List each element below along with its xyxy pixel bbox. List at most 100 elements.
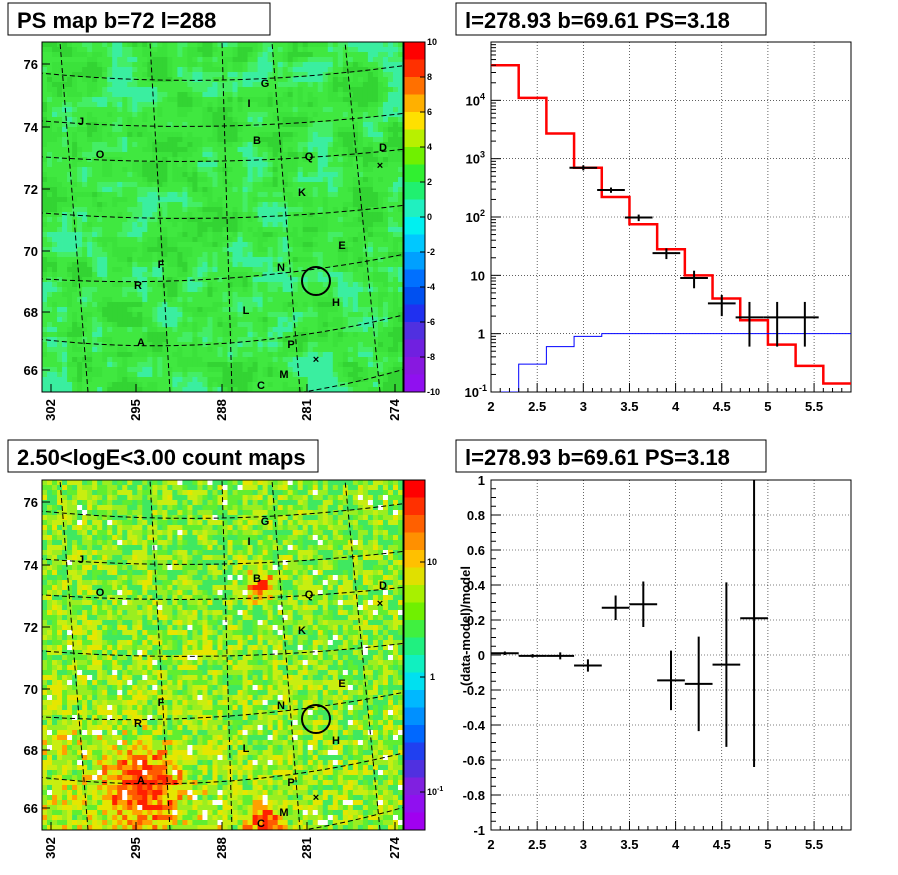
source-label-M: M bbox=[279, 807, 288, 819]
residual-ylabel: (data-model)/model bbox=[458, 566, 473, 686]
graticule-longitude-line bbox=[149, 480, 171, 830]
y-tick-label: 70 bbox=[24, 244, 38, 259]
source-label-H: H bbox=[332, 735, 340, 747]
colorbar-tick-label: -4 bbox=[427, 282, 435, 292]
source-label-F: F bbox=[158, 259, 165, 271]
graticule-longitude-line bbox=[271, 42, 301, 392]
residual-point bbox=[518, 654, 547, 658]
colorbar-tick-label: -6 bbox=[427, 317, 435, 327]
graticule-latitude-line bbox=[300, 806, 403, 830]
source-label-L: L bbox=[243, 305, 250, 317]
colorbar-tick-label: -8 bbox=[427, 352, 435, 362]
y-tick-label: 68 bbox=[24, 743, 38, 758]
ps-map-target-circle bbox=[301, 266, 331, 296]
x-tick-label: 2 bbox=[487, 399, 494, 414]
y-tick-label: -1 bbox=[473, 823, 485, 838]
colorbar-tick-label: 1 bbox=[430, 672, 435, 682]
y-tick-label: 68 bbox=[24, 305, 38, 320]
y-tick-label: 0.2 bbox=[467, 613, 485, 628]
colorbar-tick-label: 10 bbox=[427, 37, 437, 47]
ps-map-title: PS map b=72 l=288 bbox=[17, 8, 216, 33]
x-tick-label: 274 bbox=[387, 398, 402, 420]
source-label-P: P bbox=[287, 777, 294, 789]
source-label-I: I bbox=[247, 98, 250, 110]
colorbar-tick-label: 2 bbox=[427, 177, 432, 187]
residual-point bbox=[712, 582, 741, 747]
colorbar-tick-label: 10-1 bbox=[427, 786, 443, 797]
source-label-R: R bbox=[134, 718, 142, 730]
model-component-step-line bbox=[491, 333, 851, 392]
graticule-longitude-line bbox=[344, 42, 381, 392]
residual-point bbox=[491, 651, 519, 655]
y-tick-label: 10-1 bbox=[465, 383, 487, 400]
graticule-longitude-line bbox=[271, 480, 301, 830]
graticule-latitude-line bbox=[42, 65, 403, 81]
count-map-axes: 76 74 72 70 68 66 302 295 288 281 274 bbox=[24, 495, 402, 859]
data-point bbox=[680, 270, 708, 289]
data-point bbox=[569, 165, 598, 171]
ps-map-heatmap bbox=[42, 42, 403, 392]
residual-point bbox=[740, 480, 768, 767]
x-tick-label: 3 bbox=[580, 837, 587, 852]
y-tick-label: 103 bbox=[466, 150, 485, 167]
y-tick-label: 66 bbox=[24, 801, 38, 816]
source-label-E: E bbox=[338, 678, 345, 690]
count-map-title: 2.50<logE<3.00 count maps bbox=[17, 445, 306, 470]
source-label-G: G bbox=[261, 78, 270, 90]
graticule-longitude-line bbox=[149, 42, 171, 392]
ps-map-x-marker-2: × bbox=[377, 160, 383, 172]
y-tick-label: 76 bbox=[24, 57, 38, 72]
colorbar-tick-label: 6 bbox=[427, 107, 432, 117]
graticule-longitude-line bbox=[221, 480, 233, 830]
x-tick-label: 3.5 bbox=[620, 399, 638, 414]
source-label-J: J bbox=[78, 116, 84, 128]
source-label-C: C bbox=[257, 380, 265, 392]
count-map-source-labels: GI J B O Q D K E N F R H L A P M C bbox=[78, 516, 387, 830]
x-tick-label: 288 bbox=[214, 837, 229, 859]
x-tick-label: 281 bbox=[299, 837, 314, 859]
x-tick-label: 2.5 bbox=[528, 399, 546, 414]
source-label-F: F bbox=[158, 697, 165, 709]
x-tick-label: 5 bbox=[764, 837, 771, 852]
colorbar-tick-label: -2 bbox=[427, 247, 435, 257]
data-point bbox=[707, 295, 736, 317]
y-tick-label: 104 bbox=[466, 91, 485, 108]
model-total-step-line bbox=[491, 63, 851, 385]
graticule-latitude-line bbox=[42, 148, 403, 162]
data-point bbox=[763, 301, 791, 347]
y-tick-label: 10 bbox=[471, 268, 485, 283]
residual-point bbox=[684, 636, 713, 732]
source-label-A: A bbox=[137, 337, 145, 349]
x-tick-label: 4.5 bbox=[713, 837, 731, 852]
source-label-K: K bbox=[298, 187, 306, 199]
count-map-x-marker: × bbox=[313, 792, 319, 804]
data-point bbox=[735, 301, 764, 347]
residual-points bbox=[491, 480, 768, 767]
source-label-R: R bbox=[134, 280, 142, 292]
x-tick-label: 4 bbox=[672, 399, 680, 414]
count-map-x-marker-2: × bbox=[377, 598, 383, 610]
source-label-H: H bbox=[332, 297, 340, 309]
y-tick-label: 70 bbox=[24, 682, 38, 697]
residual-point bbox=[601, 595, 630, 620]
colorbar-tick-label: 4 bbox=[427, 142, 432, 152]
y-tick-label: 74 bbox=[24, 558, 39, 573]
x-tick-label: 302 bbox=[43, 399, 58, 421]
graticule-longitude-line bbox=[221, 42, 233, 392]
x-tick-label: 302 bbox=[43, 837, 58, 859]
y-tick-label: 0.8 bbox=[467, 508, 485, 523]
source-label-J: J bbox=[78, 554, 84, 566]
residual-point bbox=[546, 652, 575, 660]
source-label-N: N bbox=[277, 700, 285, 712]
x-tick-label: 295 bbox=[128, 399, 143, 421]
colorbar-tick-label: -10 bbox=[427, 387, 440, 397]
source-label-O: O bbox=[96, 587, 105, 599]
y-tick-label: 74 bbox=[24, 120, 39, 135]
x-tick-label: 3.5 bbox=[620, 837, 638, 852]
graticule-latitude-line bbox=[300, 368, 403, 392]
x-tick-label: 2 bbox=[487, 837, 494, 852]
residual-title: l=278.93 b=69.61 PS=3.18 bbox=[465, 445, 730, 470]
colorbar-tick-label: 0 bbox=[427, 212, 432, 222]
source-label-E: E bbox=[338, 240, 345, 252]
